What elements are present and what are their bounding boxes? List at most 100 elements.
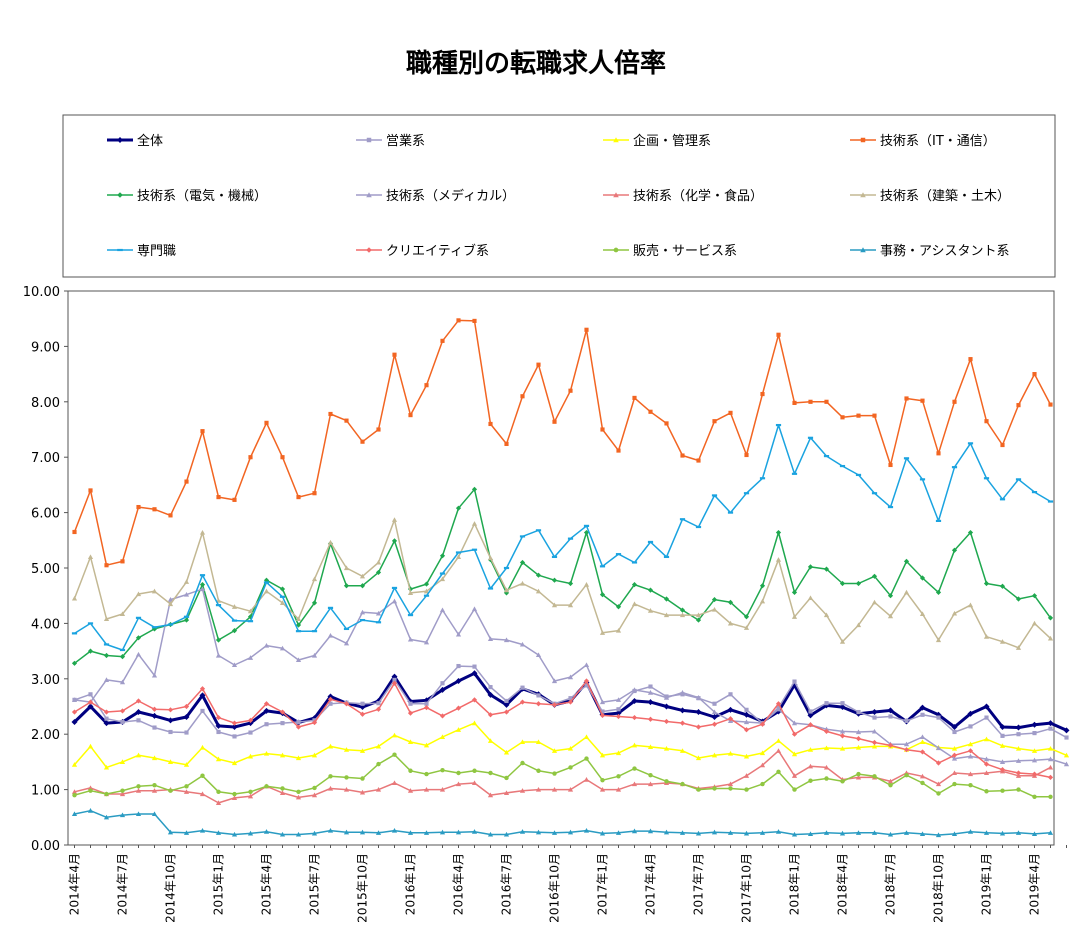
data-point — [199, 744, 206, 750]
data-point — [887, 707, 894, 714]
y-tick-label: 1.00 — [31, 784, 60, 799]
data-point — [999, 743, 1006, 748]
data-point — [1031, 748, 1038, 753]
data-point — [407, 788, 414, 793]
data-point — [679, 830, 686, 835]
legend-label: 技術系（IT・通信） — [880, 134, 996, 149]
data-point — [791, 831, 798, 837]
data-point — [456, 770, 461, 776]
data-point — [583, 734, 590, 740]
data-point — [535, 701, 542, 707]
data-point — [472, 318, 477, 323]
data-point — [536, 768, 541, 773]
data-point — [871, 743, 878, 749]
data-point — [568, 765, 573, 770]
data-point — [999, 767, 1006, 773]
legend-item: 技術系（電気・機械） — [107, 188, 267, 204]
data-point — [295, 616, 302, 622]
data-point — [613, 192, 619, 198]
data-point — [375, 706, 382, 712]
data-point — [471, 521, 478, 526]
data-point — [199, 791, 206, 797]
y-tick-label: 4.00 — [31, 617, 60, 632]
data-point — [295, 622, 302, 628]
data-point — [504, 698, 509, 704]
data-point — [551, 787, 558, 792]
data-point — [872, 413, 877, 418]
data-point — [231, 795, 238, 800]
data-point — [471, 829, 478, 834]
data-point — [775, 829, 782, 834]
data-point — [967, 710, 974, 717]
data-point — [71, 697, 78, 702]
data-point — [951, 723, 958, 730]
data-point — [552, 419, 557, 424]
data-point — [296, 789, 301, 795]
data-point — [967, 602, 974, 608]
data-point — [71, 595, 78, 601]
data-point — [855, 580, 862, 587]
data-point — [679, 690, 686, 695]
data-point — [311, 600, 318, 606]
data-point — [760, 781, 765, 787]
data-point — [359, 789, 366, 795]
data-point — [903, 589, 910, 595]
x-tick-label: 2017年4月 — [644, 853, 658, 915]
data-point — [366, 192, 372, 198]
data-point — [695, 724, 702, 730]
data-point — [775, 701, 782, 707]
series-11 — [71, 808, 1054, 838]
data-point — [584, 327, 589, 332]
data-point — [711, 596, 718, 603]
data-point — [743, 711, 750, 718]
data-point — [167, 759, 174, 764]
data-point — [647, 587, 654, 593]
x-tick-label: 2015年10月 — [356, 853, 370, 923]
data-point — [279, 645, 286, 651]
data-point — [615, 750, 622, 756]
data-point — [439, 787, 446, 792]
data-point — [392, 677, 397, 682]
data-point — [680, 781, 685, 787]
data-point — [1032, 372, 1037, 377]
data-point — [776, 332, 781, 337]
data-point — [488, 770, 493, 776]
data-point — [1047, 615, 1054, 621]
data-point — [184, 730, 189, 735]
data-point — [1063, 727, 1070, 734]
data-point — [583, 827, 590, 833]
data-point — [695, 612, 702, 618]
data-point — [1032, 794, 1037, 800]
x-tick-label: 2017年10月 — [740, 853, 754, 923]
legend-item: 技術系（メディカル） — [356, 188, 515, 204]
data-point — [408, 768, 413, 773]
data-point — [775, 738, 782, 743]
data-point — [728, 410, 733, 415]
data-point — [983, 770, 990, 776]
data-point — [759, 750, 766, 756]
data-point — [71, 719, 78, 726]
data-point — [327, 827, 334, 833]
data-point — [613, 247, 619, 253]
data-point — [711, 721, 718, 727]
data-point — [951, 547, 958, 553]
data-point — [983, 761, 990, 767]
x-tick-label: 2018年4月 — [836, 853, 850, 915]
data-point — [743, 625, 750, 630]
data-point — [503, 637, 510, 643]
data-point — [1031, 831, 1038, 836]
legend-item: クリエイティブ系 — [356, 243, 489, 259]
data-point — [647, 608, 654, 613]
data-point — [311, 719, 318, 726]
data-point — [503, 790, 510, 796]
data-point — [360, 776, 365, 781]
x-tick-label: 2014年4月 — [68, 853, 82, 915]
data-point — [135, 698, 142, 704]
data-point — [280, 721, 285, 726]
data-point — [440, 338, 445, 343]
legend-label: 販売・サービス系 — [633, 243, 737, 259]
data-point — [1016, 403, 1021, 408]
series-1 — [72, 663, 1069, 740]
data-point — [391, 517, 398, 522]
data-point — [887, 742, 894, 748]
